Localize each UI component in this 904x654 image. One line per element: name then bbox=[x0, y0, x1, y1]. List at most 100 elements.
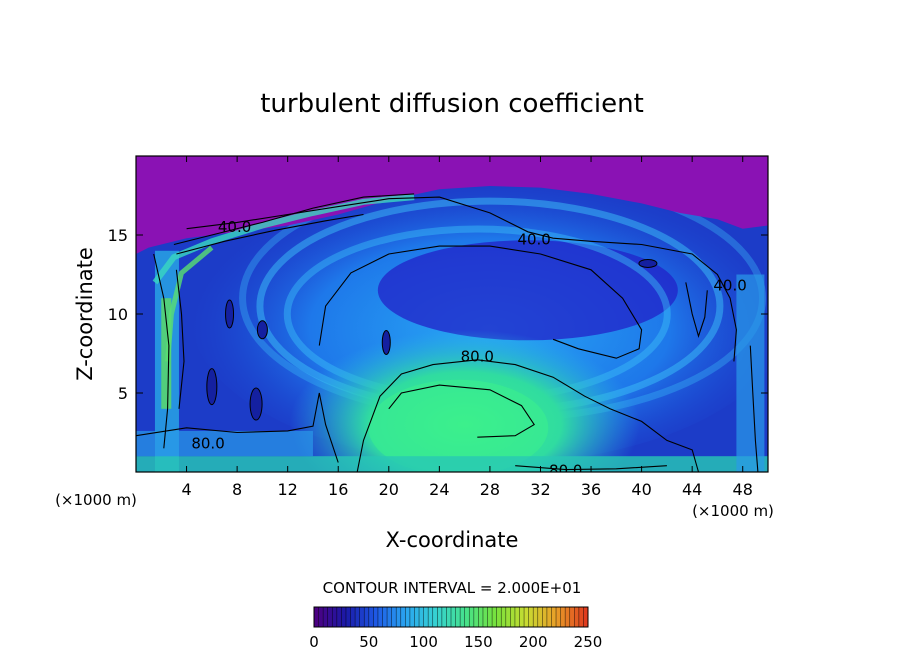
colorbar-tick-label: 50 bbox=[359, 633, 378, 651]
x-tick-label: 44 bbox=[682, 480, 702, 499]
bottom-strip bbox=[136, 456, 768, 472]
colorbar-swatch bbox=[528, 607, 534, 627]
x-tick-label: 36 bbox=[581, 480, 601, 499]
colorbar-tick-label: 250 bbox=[574, 633, 603, 651]
colorbar-swatch bbox=[560, 607, 566, 627]
colorbar-swatch bbox=[428, 607, 434, 627]
colorbar-swatch bbox=[578, 607, 584, 627]
contour-pocket bbox=[381, 329, 391, 355]
colorbar-swatch bbox=[546, 607, 552, 627]
colorbar-swatch bbox=[533, 607, 539, 627]
colorbar-swatch bbox=[482, 607, 488, 627]
x-unit-right: (×1000 m) bbox=[692, 502, 774, 520]
colorbar-swatch bbox=[409, 607, 415, 627]
colorbar-swatch bbox=[405, 607, 411, 627]
colorbar-swatch bbox=[478, 607, 484, 627]
contour-line bbox=[388, 384, 535, 438]
contour-label: 40.0 bbox=[713, 277, 746, 295]
colorbar-swatch bbox=[423, 607, 429, 627]
colorbar-swatch bbox=[505, 607, 511, 627]
colorbar-swatch bbox=[514, 607, 520, 627]
colorbar-swatch bbox=[574, 607, 580, 627]
colorbar-swatch bbox=[382, 607, 388, 627]
colorbar-swatch bbox=[359, 607, 365, 627]
colorbar-swatch bbox=[496, 607, 502, 627]
contour-pocket bbox=[638, 258, 658, 268]
colorbar-swatch bbox=[318, 607, 324, 627]
colorbar-swatch bbox=[314, 607, 319, 627]
colorbar-frame bbox=[313, 606, 589, 628]
x-tick-label: 12 bbox=[278, 480, 298, 499]
contour-label: 80.0 bbox=[461, 348, 494, 366]
x-tick-label: 24 bbox=[429, 480, 449, 499]
contour-line bbox=[136, 392, 339, 463]
colorbar-swatch bbox=[451, 607, 456, 627]
colorbar bbox=[313, 606, 589, 628]
colorbar-swatch bbox=[377, 607, 383, 627]
contour-line bbox=[685, 282, 708, 338]
y-tick-label: 15 bbox=[108, 226, 128, 245]
colorbar-swatch bbox=[332, 607, 338, 627]
colorbar-tick-label: 100 bbox=[409, 633, 438, 651]
contour-layer bbox=[136, 193, 759, 472]
colorbar-swatch bbox=[501, 607, 507, 627]
plot-area: 40.0 40.0 40.0 80.0 80.0 80.0 bbox=[136, 156, 768, 479]
colorbar-swatch bbox=[327, 607, 333, 627]
y-tick-label: 10 bbox=[108, 305, 128, 324]
field-layer bbox=[136, 156, 768, 472]
colorbar-swatch bbox=[583, 607, 589, 627]
colorbar-swatch bbox=[510, 607, 516, 627]
colorbar-swatch bbox=[396, 607, 402, 627]
colorbar-swatch bbox=[524, 607, 529, 627]
contour-line bbox=[356, 359, 700, 472]
y-axis-ticks: 5 10 15 bbox=[108, 226, 768, 403]
x-tick-label: 48 bbox=[733, 480, 753, 499]
contour-pocket bbox=[225, 299, 235, 329]
colorbar-swatch bbox=[565, 607, 571, 627]
contour-line bbox=[186, 196, 737, 362]
colorbar-swatch bbox=[373, 607, 379, 627]
colorbar-swatch bbox=[446, 607, 452, 627]
eddy-interior bbox=[377, 240, 678, 341]
x-axis-label: X-coordinate bbox=[386, 528, 519, 552]
colorbar-swatch bbox=[464, 607, 470, 627]
contour-line bbox=[153, 253, 170, 449]
colorbar-swatch bbox=[556, 607, 561, 627]
contour-pocket bbox=[256, 320, 268, 340]
colorbar-swatch bbox=[368, 607, 374, 627]
colorbar-swatch bbox=[542, 607, 548, 627]
contour-label: 40.0 bbox=[218, 218, 251, 236]
x-tick-label: 20 bbox=[379, 480, 399, 499]
core-max bbox=[368, 379, 549, 472]
shear-filament bbox=[152, 194, 415, 285]
colorbar-swatch bbox=[387, 607, 392, 627]
top-low-region bbox=[136, 156, 768, 254]
x-tick-label: 32 bbox=[530, 480, 550, 499]
colorbar-swatch bbox=[519, 607, 525, 627]
contour-pocket bbox=[206, 368, 218, 406]
x-unit-left: (×1000 m) bbox=[55, 491, 137, 509]
colorbar-ticks: 0 50 100 150 200 250 bbox=[309, 633, 602, 651]
right-column bbox=[736, 274, 765, 472]
chart-title: turbulent diffusion coefficient bbox=[260, 89, 644, 119]
y-axis-label: Z-coordinate bbox=[73, 247, 97, 381]
contour-label: 80.0 bbox=[191, 435, 224, 453]
x-tick-label: 4 bbox=[181, 480, 191, 499]
colorbar-swatch bbox=[460, 607, 465, 627]
colorbar-tick-label: 200 bbox=[519, 633, 548, 651]
x-tick-label: 40 bbox=[631, 480, 651, 499]
colorbar-swatch bbox=[492, 607, 497, 627]
colorbar-swatch bbox=[419, 607, 424, 627]
contour-label: 80.0 bbox=[549, 461, 582, 479]
contour-line bbox=[318, 245, 643, 359]
contour-label: 40.0 bbox=[517, 231, 550, 249]
x-tick-label: 16 bbox=[328, 480, 348, 499]
colorbar-swatch bbox=[432, 607, 438, 627]
x-tick-label: 8 bbox=[232, 480, 242, 499]
x-axis-ticks: 4 8 12 16 20 24 28 32 36 40 44 48 bbox=[181, 156, 753, 499]
colorbar-swatch bbox=[537, 607, 543, 627]
colorbar-swatch bbox=[341, 607, 347, 627]
y-tick-label: 5 bbox=[118, 384, 128, 403]
colorbar-swatch bbox=[441, 607, 447, 627]
